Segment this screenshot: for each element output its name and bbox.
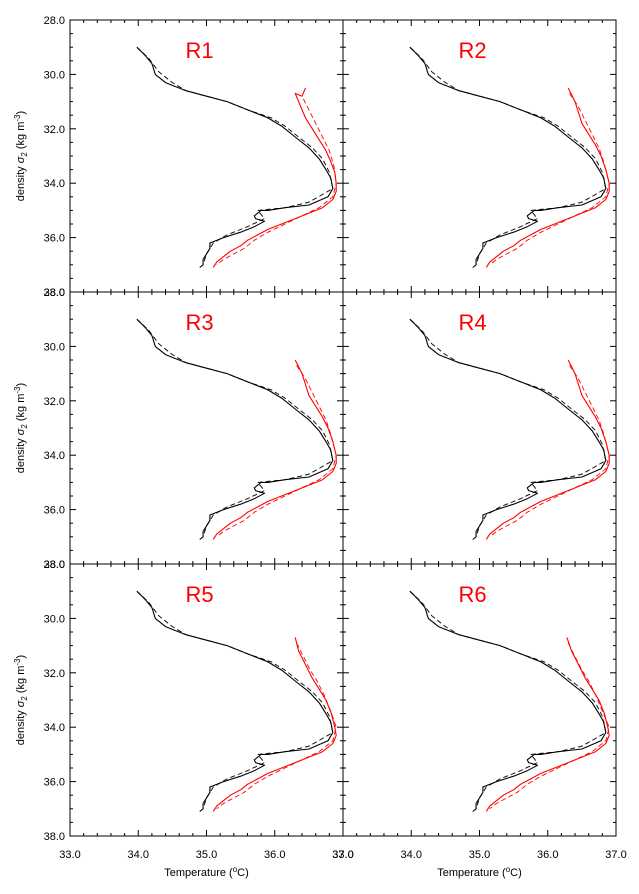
x-tick-label: 37.0: [332, 849, 353, 861]
axis-ticks: [342, 563, 617, 837]
series-line-red-dashed: [489, 365, 610, 538]
y-tick-label: 34.0: [44, 722, 65, 734]
y-tick-label: 36.0: [44, 505, 65, 517]
x-tick-label: 34.0: [128, 849, 149, 861]
x-tick-label: 36.0: [537, 849, 558, 861]
panel-r3: R3 28.0 30.0 32.0 34.0 36.0 38.0 density σ2 (kg…: [13, 287, 344, 571]
panel-title: R1: [185, 38, 213, 63]
series-line-red-solid: [212, 87, 337, 268]
y-tick-label: 30.0: [44, 613, 65, 625]
x-tick-label: 35.0: [196, 849, 217, 861]
y-tick-label: 36.0: [44, 777, 65, 789]
panel-r1: R1 28.0 30.0 32.0 34.0 36.0 38.0 density σ2 (kg…: [13, 15, 344, 299]
series-line-black-dashed: [409, 318, 607, 537]
panel-title: R5: [185, 582, 213, 607]
series-line-black-dashed: [409, 46, 607, 265]
series-line-black-solid: [409, 590, 607, 812]
x-axis-title: Temperature (oC): [437, 865, 522, 879]
panel-title: R3: [185, 310, 213, 335]
y-tick-label: 32.0: [44, 124, 65, 136]
y-tick-label: 30.0: [44, 69, 65, 81]
y-tick-label: 38.0: [44, 831, 65, 843]
series-line-red-dashed: [489, 93, 610, 266]
series-line-red-dashed: [216, 365, 337, 538]
y-tick-label: 34.0: [44, 450, 65, 462]
series-line-red-solid: [212, 359, 337, 540]
y-tick-label: 34.0: [44, 178, 65, 190]
x-tick-label: 33.0: [59, 849, 80, 861]
y-tick-label: 32.0: [44, 396, 65, 408]
series-line-black-solid: [136, 590, 334, 812]
series-line-red-solid: [212, 637, 337, 812]
panel-r6: R6 33.0 34.0 35.0 36.0 37.0 Temperature (oC): [332, 563, 627, 879]
series-line-black-solid: [136, 46, 334, 268]
y-tick-label: 38.0: [44, 287, 65, 299]
y-tick-label: 32.0: [44, 668, 65, 680]
y-axis-title: density σ2 (kg m-3): [13, 655, 29, 745]
series-line-black-solid: [409, 46, 607, 268]
series-line-black-dashed: [136, 590, 334, 809]
y-tick-label: 30.0: [44, 341, 65, 353]
y-tick-label: 28.0: [44, 287, 65, 299]
series-line-red-dashed: [216, 98, 337, 266]
series-line-red-dashed: [489, 642, 610, 810]
x-tick-label: 35.0: [469, 849, 490, 861]
x-tick-label: 37.0: [605, 849, 626, 861]
series-line-black-solid: [409, 318, 607, 540]
x-tick-label: 33.0: [332, 849, 353, 861]
y-axis-title: density σ2 (kg m-3): [13, 111, 29, 201]
series-line-black-dashed: [409, 590, 607, 809]
panel-r4: R4: [342, 291, 617, 565]
y-tick-label: 28.0: [44, 559, 65, 571]
series-line-red-solid: [485, 359, 610, 540]
y-tick-label: 36.0: [44, 233, 65, 245]
panel-title: R6: [458, 582, 486, 607]
series-line-red-solid: [485, 87, 610, 268]
panel-r2: R2: [342, 19, 617, 293]
series-line-red-dashed: [216, 642, 337, 810]
panel-r5: R5 28.0 30.0 32.0 34.0 36.0 38.0 density σ2 (kg…: [13, 559, 354, 879]
y-tick-label: 38.0: [44, 559, 65, 571]
series-line-black-solid: [136, 318, 334, 540]
x-tick-label: 34.0: [401, 849, 422, 861]
panel-title: R2: [458, 38, 486, 63]
series-line-red-solid: [485, 637, 610, 812]
series-line-black-dashed: [136, 46, 334, 265]
y-tick-label: 28.0: [44, 15, 65, 27]
panel-title: R4: [458, 310, 486, 335]
x-tick-label: 36.0: [264, 849, 285, 861]
y-axis-title: density σ2 (kg m-3): [13, 383, 29, 473]
x-axis-title: Temperature (oC): [164, 865, 249, 879]
series-line-black-dashed: [136, 318, 334, 537]
